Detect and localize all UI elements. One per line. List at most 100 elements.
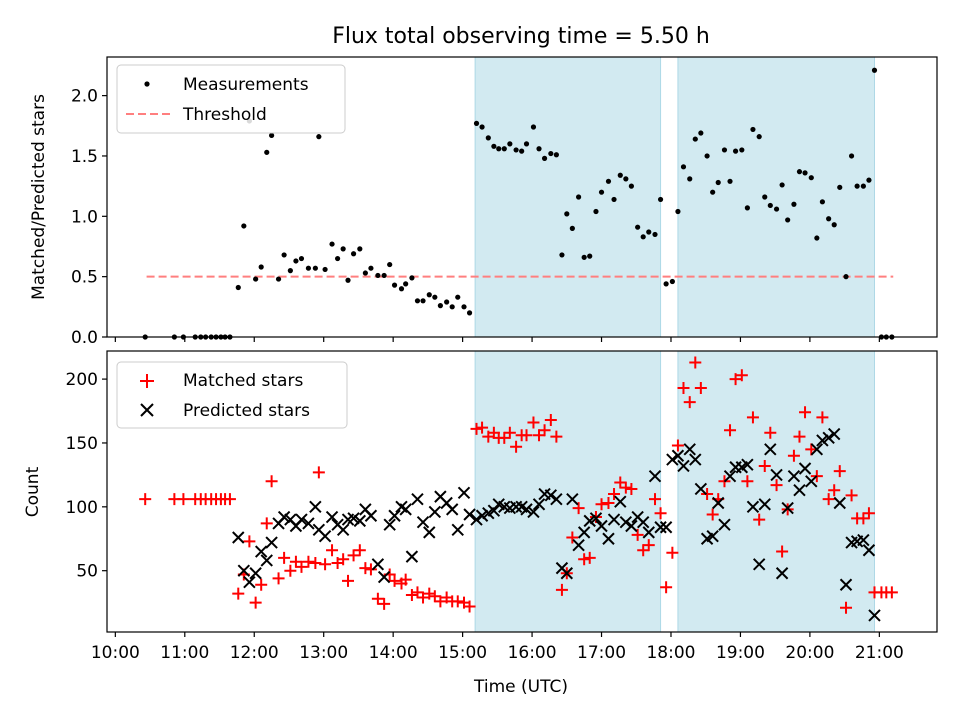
matched-star-point bbox=[260, 517, 273, 530]
measurement-point bbox=[368, 265, 374, 271]
matched-star-point bbox=[602, 496, 615, 509]
measurement-point bbox=[426, 292, 432, 298]
measurement-point bbox=[479, 124, 485, 130]
bottom-shaded-interval-2 bbox=[677, 350, 875, 633]
bottom-x-ticks: 10:00 11:00 12:00 13:00 14:00 15:00 16:00 17:00… bbox=[91, 632, 904, 663]
matched-star-point bbox=[649, 493, 662, 506]
measurement-point bbox=[791, 201, 797, 207]
predicted-star-point bbox=[723, 469, 737, 483]
measurement-point bbox=[449, 304, 455, 310]
measurement-point bbox=[860, 183, 866, 189]
predicted-star-point bbox=[642, 526, 655, 539]
bottom-shaded-interval-1 bbox=[474, 350, 662, 633]
matched-star-point bbox=[265, 475, 278, 488]
top-shaded-interval-2 bbox=[677, 56, 875, 338]
predicted-star-point bbox=[377, 570, 391, 584]
measurement-point bbox=[767, 202, 773, 209]
predicted-star-point bbox=[318, 529, 332, 543]
matched-star-point bbox=[326, 544, 339, 557]
predicted-star-point bbox=[411, 492, 424, 506]
measurement-point bbox=[744, 205, 750, 211]
bottom-plot-frame bbox=[106, 350, 938, 633]
measurement-point bbox=[640, 234, 646, 240]
matched-star-point bbox=[608, 488, 621, 501]
measurement-point bbox=[329, 241, 335, 247]
bottom-y-tick-label: 200 bbox=[66, 370, 98, 390]
measurement-point bbox=[350, 251, 357, 257]
measurement-point bbox=[871, 67, 878, 73]
predicted-star-point bbox=[787, 469, 801, 483]
measurement-point bbox=[762, 194, 768, 200]
measurement-point bbox=[375, 272, 381, 279]
legend-matched-marker bbox=[140, 374, 154, 388]
measurement-point bbox=[391, 282, 398, 288]
measurement-point bbox=[576, 194, 582, 200]
bottom-x-axis-label: Time (UTC) bbox=[473, 677, 568, 697]
predicted-star-point bbox=[302, 517, 315, 530]
matched-star-point bbox=[232, 587, 245, 600]
matched-star-point bbox=[701, 488, 714, 501]
predicted-star-point bbox=[770, 468, 783, 482]
matched-star-point bbox=[729, 373, 742, 386]
measurement-point bbox=[312, 265, 318, 271]
matched-star-point bbox=[371, 592, 384, 605]
matched-star-point bbox=[614, 476, 627, 489]
predicted-star-point bbox=[520, 503, 533, 516]
matched-star-point bbox=[828, 484, 841, 497]
predicted-star-point bbox=[659, 521, 673, 534]
predicted-star-point bbox=[309, 500, 322, 514]
measurement-point bbox=[635, 224, 641, 230]
predicted-star-point bbox=[666, 453, 679, 466]
matched-star-point bbox=[411, 586, 424, 599]
measurement-point bbox=[826, 216, 832, 222]
matched-star-point bbox=[724, 424, 737, 437]
predicted-star-point bbox=[336, 523, 350, 537]
predicted-star-point bbox=[544, 489, 558, 502]
matched-star-point bbox=[683, 396, 696, 409]
measurement-point bbox=[293, 258, 299, 264]
predicted-star-point bbox=[607, 513, 621, 526]
matched-star-point bbox=[255, 578, 268, 591]
matched-star-point bbox=[337, 553, 350, 566]
predicted-star-point bbox=[353, 514, 367, 528]
predicted-star-point bbox=[388, 509, 401, 522]
matched-star-point bbox=[533, 429, 546, 442]
matched-star-point bbox=[139, 493, 152, 506]
measurement-point bbox=[598, 189, 605, 195]
measurement-point bbox=[739, 147, 745, 153]
predicted-star-point bbox=[619, 515, 633, 529]
bottom-legend-box bbox=[116, 361, 348, 429]
measurement-point bbox=[398, 286, 405, 292]
predicted-star-point bbox=[694, 482, 708, 496]
matched-star-point bbox=[498, 431, 511, 444]
measurement-point bbox=[559, 252, 565, 258]
measurement-point bbox=[692, 136, 698, 142]
measurement-point bbox=[704, 153, 710, 159]
predicted-star-point bbox=[428, 505, 442, 519]
measurement-point bbox=[623, 176, 629, 182]
measurement-point bbox=[316, 134, 322, 140]
top-legend-box bbox=[116, 64, 346, 134]
predicted-star-point bbox=[602, 532, 615, 545]
bottom-y-tick-label: 50 bbox=[76, 562, 98, 582]
matched-star-point bbox=[243, 535, 256, 548]
predicted-star-point bbox=[295, 513, 308, 526]
matched-star-point bbox=[463, 600, 476, 613]
bottom-shaded-intervals bbox=[474, 350, 875, 633]
matched-star-point bbox=[538, 424, 551, 437]
predicted-star-point bbox=[399, 503, 412, 516]
legend-matched-label: Matched stars bbox=[183, 371, 303, 391]
matched-star-point bbox=[555, 583, 568, 596]
predicted-star-point bbox=[857, 533, 870, 547]
measurement-point bbox=[663, 281, 669, 287]
measurement-point bbox=[721, 147, 728, 153]
matched-star-point bbox=[816, 411, 829, 424]
measurement-point bbox=[420, 298, 426, 304]
matched-star-point bbox=[706, 508, 719, 521]
matched-star-point bbox=[364, 563, 377, 576]
predicted-star-point bbox=[487, 504, 501, 517]
top-y-ticks: 0.0 0.5 1.0 1.5 2.0 bbox=[71, 87, 107, 348]
predicted-star-point bbox=[572, 538, 585, 552]
predicted-star-point bbox=[781, 501, 794, 515]
